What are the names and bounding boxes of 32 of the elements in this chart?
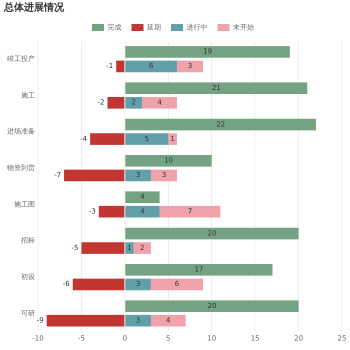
- bar: [46, 314, 124, 327]
- bar: [125, 133, 168, 145]
- bar: [98, 206, 124, 218]
- bar: [116, 60, 124, 72]
- bar: [176, 60, 204, 72]
- chart-title: 总体进展情况: [3, 2, 65, 14]
- bar: [142, 96, 177, 109]
- bar: [125, 314, 151, 327]
- bar: [125, 300, 299, 312]
- bar: [160, 206, 220, 218]
- bar: [125, 278, 151, 290]
- bar: [72, 278, 124, 290]
- bar: [150, 314, 186, 327]
- bar: [125, 170, 151, 182]
- bar: [125, 96, 142, 109]
- bar: [125, 264, 273, 276]
- bar: [64, 170, 124, 182]
- bar: [125, 82, 308, 94]
- bar: [90, 133, 124, 145]
- bar: [107, 96, 124, 109]
- bar: [125, 242, 134, 254]
- bar: [150, 170, 177, 182]
- bar: [125, 46, 290, 58]
- bar: [125, 228, 299, 240]
- bar: [125, 155, 212, 167]
- bar: [125, 118, 316, 130]
- bar: [134, 242, 151, 254]
- bar: [150, 278, 204, 290]
- bar: [81, 242, 124, 254]
- bar: [125, 206, 160, 218]
- bar: [125, 60, 177, 72]
- bar: [125, 191, 160, 204]
